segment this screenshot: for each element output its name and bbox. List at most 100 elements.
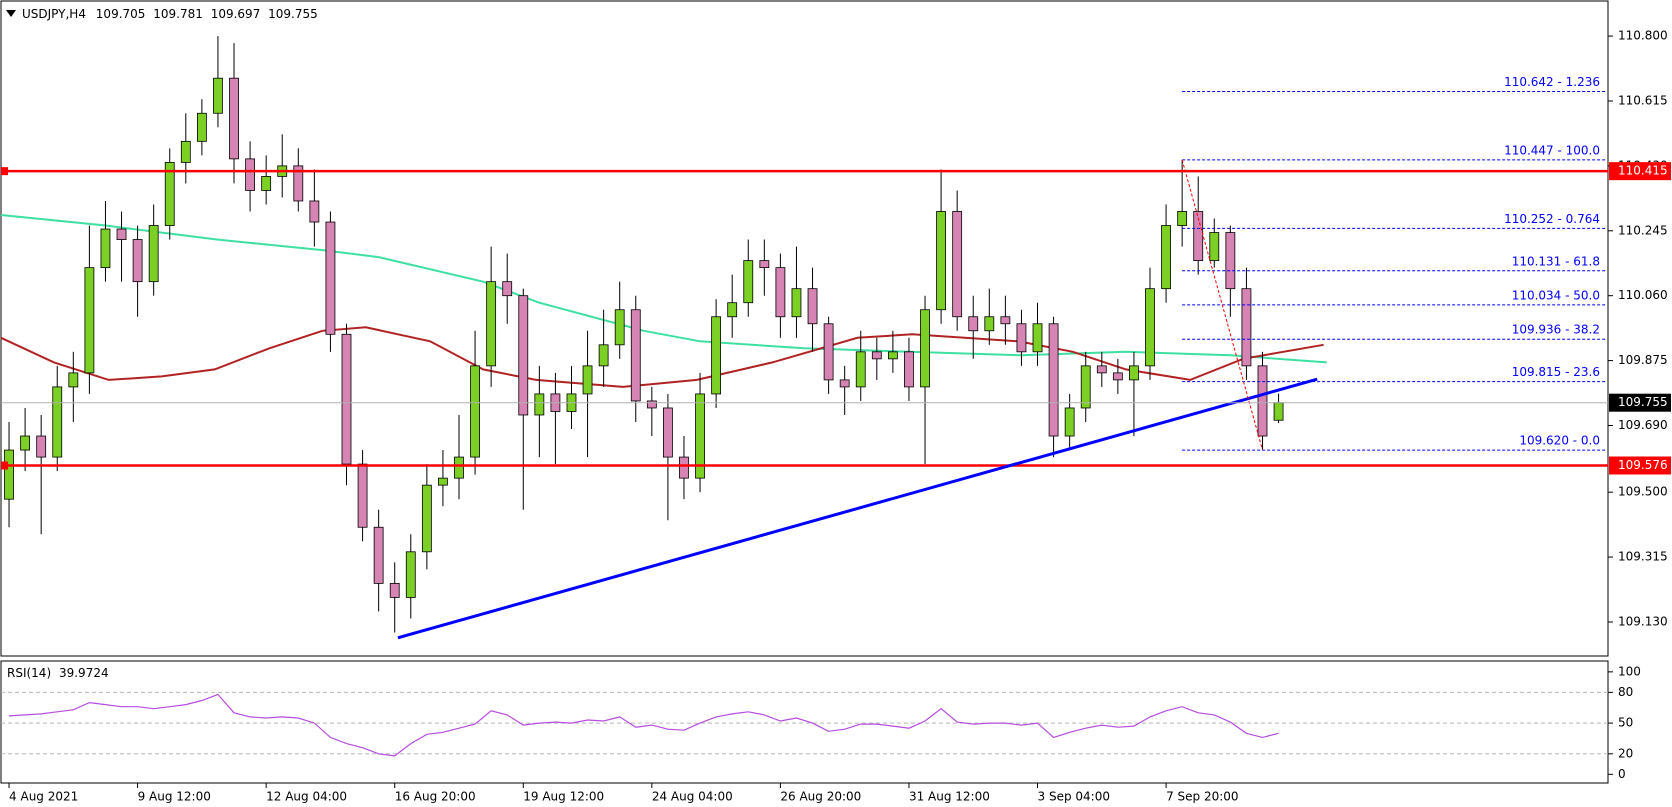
- current-price-label: 109.755: [1618, 395, 1668, 409]
- trendline: [397, 377, 1318, 640]
- current-price-box: [1609, 393, 1671, 412]
- candle-body: [148, 225, 159, 283]
- x-tick-label: 24 Aug 04:00: [652, 790, 733, 804]
- candle-body: [116, 228, 127, 240]
- moving-average: [0, 214, 1327, 364]
- header-close: 109.755: [268, 7, 318, 21]
- symbol: USDJPY,H4: [22, 7, 86, 21]
- y-tick-label: 110.060: [1618, 288, 1668, 302]
- candle-body: [164, 161, 175, 226]
- candle-body: [968, 316, 979, 332]
- candle-body: [502, 281, 513, 297]
- candle-body: [1016, 323, 1027, 353]
- rsi-y-tick-label: 20: [1618, 746, 1633, 760]
- candle-body: [646, 400, 657, 409]
- candle-body: [1032, 323, 1043, 353]
- x-tick-label: 31 Aug 12:00: [909, 790, 990, 804]
- rsi-value: 39.9724: [59, 666, 109, 680]
- fib-label: 110.252 - 0.764: [1504, 212, 1600, 226]
- rsi-name: RSI(14): [7, 666, 51, 680]
- candle-body: [229, 77, 239, 160]
- y-tick-label: 110.615: [1618, 93, 1668, 107]
- candle-body: [727, 302, 738, 318]
- candle-body: [1080, 365, 1091, 409]
- level-label: 110.415: [1618, 164, 1668, 178]
- y-tick-label: 109.315: [1618, 550, 1668, 564]
- fib-anchor: [1181, 159, 1263, 451]
- candle-body: [470, 365, 480, 458]
- y-tick-label: 109.500: [1618, 485, 1668, 499]
- candle-body: [1193, 211, 1204, 262]
- axis-layer: 110.800110.615110.430110.245110.060109.8…: [8, 29, 1671, 804]
- y-tick-label: 109.130: [1618, 614, 1668, 628]
- candle-body: [132, 239, 143, 283]
- candle-body: [1112, 372, 1123, 381]
- x-tick-label: 19 Aug 12:00: [523, 790, 604, 804]
- candle-body: [1161, 225, 1171, 290]
- rsi-y-tick-label: 50: [1618, 716, 1633, 730]
- x-tick-label: 12 Aug 04:00: [266, 790, 347, 804]
- candle-body: [52, 386, 63, 458]
- candle-body: [1096, 365, 1107, 374]
- fib-label: 109.620 - 0.0: [1519, 434, 1600, 448]
- candle-body: [871, 351, 882, 360]
- candle-body: [1241, 288, 1252, 367]
- level-label-box: [1609, 162, 1671, 181]
- candle-body: [855, 351, 866, 388]
- candle-body: [1225, 232, 1236, 290]
- candle-body: [196, 112, 207, 142]
- candle-body: [887, 351, 898, 360]
- candle-body: [663, 407, 673, 458]
- header-low: 109.697: [211, 7, 261, 21]
- y-tick-label: 110.800: [1618, 29, 1668, 43]
- x-tick-label: 16 Aug 20:00: [395, 790, 476, 804]
- candle-body: [614, 309, 625, 346]
- candle-body: [518, 295, 529, 416]
- candle-body: [1064, 407, 1075, 437]
- candle-body: [68, 372, 79, 388]
- x-tick-label: 7 Sep 20:00: [1166, 790, 1238, 804]
- candle-body: [373, 526, 384, 584]
- fib-label: 110.642 - 1.236: [1504, 75, 1600, 89]
- candle-body: [20, 435, 31, 451]
- y-tick-label: 110.245: [1618, 223, 1668, 237]
- candle-body: [486, 281, 497, 367]
- rsi-y-tick-label: 0: [1618, 767, 1626, 781]
- header-high: 109.781: [153, 7, 203, 21]
- x-tick-label: 26 Aug 20:00: [780, 790, 861, 804]
- candle-body: [389, 582, 400, 598]
- fib-label: 109.936 - 38.2: [1512, 323, 1600, 337]
- x-tick-label: 3 Sep 04:00: [1038, 790, 1110, 804]
- candle-body: [743, 260, 754, 304]
- candle-body: [454, 456, 464, 479]
- level-marker: [1, 461, 8, 470]
- candle-body: [984, 316, 995, 332]
- fib-label: 110.034 - 50.0: [1512, 288, 1600, 302]
- candle-body: [405, 551, 416, 598]
- candle-body: [245, 158, 255, 191]
- y-tick-label: 109.875: [1618, 353, 1668, 367]
- candle-body: [839, 379, 850, 388]
- fib-label: 110.447 - 100.0: [1504, 143, 1600, 157]
- candle-body: [438, 477, 448, 486]
- candle-body: [695, 393, 705, 479]
- fib-label: 109.815 - 23.6: [1512, 365, 1600, 379]
- candle-body: [100, 228, 111, 269]
- candle-body: [261, 176, 272, 191]
- level-label-box: [1609, 456, 1671, 475]
- candle-body: [325, 221, 336, 335]
- candle-body: [582, 365, 593, 395]
- level-label: 109.576: [1618, 458, 1668, 472]
- candle-body: [341, 333, 352, 465]
- candle-body: [534, 393, 545, 416]
- candle-body: [904, 351, 914, 388]
- rsi-y-tick-label: 80: [1618, 685, 1633, 699]
- menu-triangle: [6, 10, 16, 17]
- candle-body: [711, 316, 722, 395]
- candle-body: [1209, 232, 1220, 262]
- x-tick-label: 9 Aug 12:00: [138, 790, 211, 804]
- candle-body: [630, 309, 641, 402]
- candle-body: [598, 344, 609, 367]
